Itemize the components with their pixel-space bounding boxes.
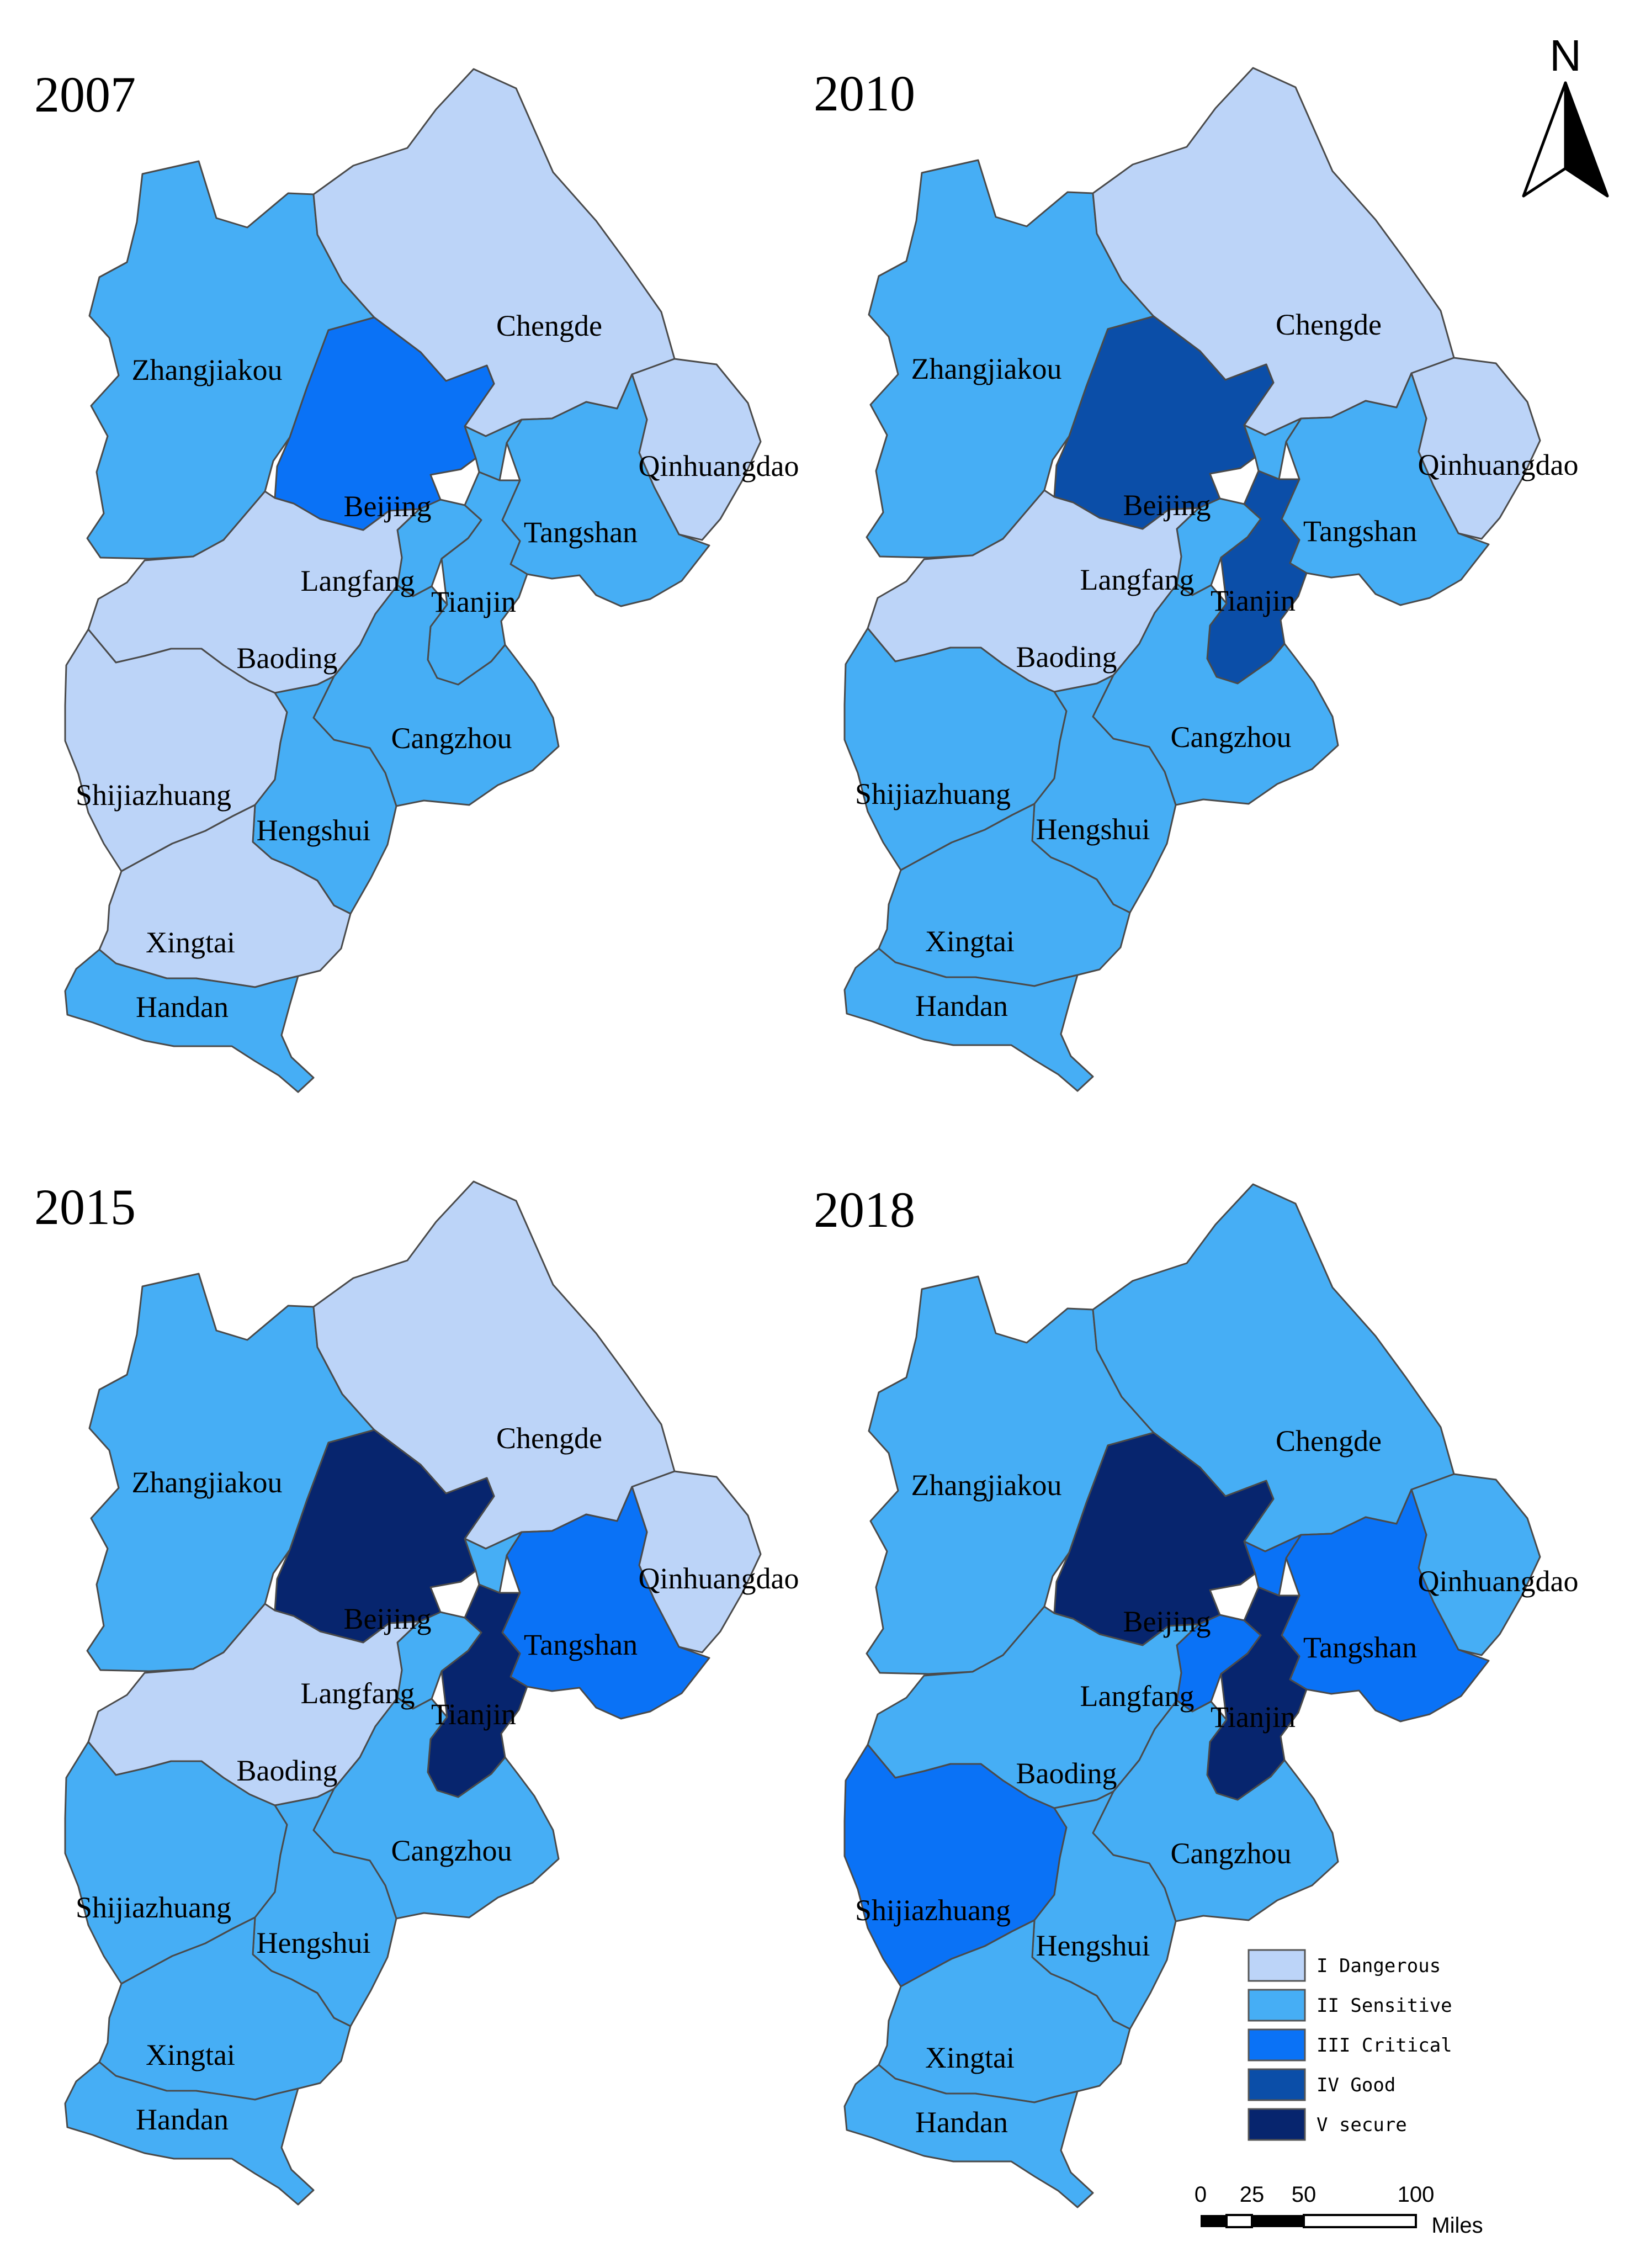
legend-label: IV Good bbox=[1317, 2074, 1395, 2096]
label-beijing: Beijing bbox=[344, 1602, 432, 1635]
label-qinhuangdao: Qinhuangdao bbox=[639, 449, 799, 483]
map-panel-2010: Zhangjiakou Chengde Beijing Qinhuangdao Tang… bbox=[814, 65, 1579, 1092]
label-chengde: Chengde bbox=[1276, 1424, 1382, 1458]
label-xingtai: Xingtai bbox=[146, 926, 235, 959]
label-chengde: Chengde bbox=[496, 309, 602, 342]
legend: I Dangerous II Sensitive III Critical IV Go… bbox=[1248, 1949, 1452, 2141]
label-shijiazhuang: Shijiazhuang bbox=[76, 778, 231, 812]
label-zhangjiakou: Zhangjiakou bbox=[132, 353, 283, 386]
panel-year-label: 2007 bbox=[34, 66, 136, 123]
label-handan: Handan bbox=[136, 990, 229, 1024]
label-hengshui: Hengshui bbox=[257, 814, 371, 847]
legend-label: II Sensitive bbox=[1317, 1995, 1452, 2017]
label-chengde: Chengde bbox=[1276, 308, 1382, 341]
panel-year-label: 2010 bbox=[814, 65, 915, 121]
label-handan: Handan bbox=[136, 2103, 229, 2136]
label-hengshui: Hengshui bbox=[257, 1926, 371, 1959]
north-arrow-left-half-icon bbox=[1522, 81, 1567, 198]
label-tianjin: Tianjin bbox=[1211, 1700, 1296, 1734]
label-baoding: Baoding bbox=[1016, 1757, 1117, 1790]
label-handan: Handan bbox=[915, 2106, 1008, 2139]
label-zhangjiakou: Zhangjiakou bbox=[911, 352, 1062, 385]
label-cangzhou: Cangzhou bbox=[1171, 720, 1292, 754]
map-panel-2007: Zhangjiakou Chengde Beijing QinhuangdaoTang… bbox=[34, 66, 799, 1093]
scale-segment-2 bbox=[1225, 2214, 1253, 2228]
north-arrow-label: N bbox=[1549, 31, 1581, 80]
label-xingtai: Xingtai bbox=[146, 2038, 235, 2071]
label-langfang: Langfang bbox=[1080, 563, 1195, 596]
label-tianjin: Tianjin bbox=[431, 1698, 516, 1731]
label-shijiazhuang: Shijiazhuang bbox=[76, 1891, 231, 1924]
label-hengshui: Hengshui bbox=[1036, 1929, 1150, 1962]
region-handan bbox=[843, 2064, 1094, 2208]
legend-swatch bbox=[1248, 2028, 1306, 2062]
label-beijing: Beijing bbox=[1123, 489, 1211, 522]
north-arrow: N bbox=[1522, 31, 1609, 198]
label-hengshui: Hengshui bbox=[1036, 813, 1150, 846]
legend-swatch bbox=[1248, 1949, 1306, 1982]
label-qinhuangdao: Qinhuangdao bbox=[1418, 448, 1579, 481]
label-zhangjiakou: Zhangjiakou bbox=[911, 1469, 1062, 1502]
region-handan bbox=[64, 948, 315, 1093]
label-qinhuangdao: Qinhuangdao bbox=[1418, 1565, 1579, 1598]
region-handan bbox=[64, 2061, 315, 2206]
legend-label: III Critical bbox=[1317, 2034, 1452, 2057]
label-chengde: Chengde bbox=[496, 1422, 602, 1455]
scale-segment-4 bbox=[1303, 2214, 1417, 2228]
scale-unit: Miles bbox=[1431, 2213, 1483, 2238]
legend-swatch bbox=[1248, 1989, 1306, 2022]
label-qinhuangdao: Qinhuangdao bbox=[639, 1562, 799, 1595]
label-tianjin: Tianjin bbox=[431, 585, 516, 618]
legend-swatch bbox=[1248, 2108, 1306, 2141]
label-cangzhou: Cangzhou bbox=[391, 1834, 512, 1867]
label-langfang: Langfang bbox=[301, 564, 415, 597]
scale-tick-100: 100 bbox=[1398, 2182, 1435, 2207]
scale-tick-50: 50 bbox=[1292, 2182, 1317, 2207]
scale-tick-25: 25 bbox=[1240, 2182, 1265, 2207]
label-shijiazhuang: Shijiazhuang bbox=[855, 777, 1011, 810]
map-panel-2015: Zhangjiakou Chengde Beijing QinhuangdaoTang… bbox=[34, 1179, 799, 2206]
label-xingtai: Xingtai bbox=[925, 925, 1015, 958]
label-tangshan: Tangshan bbox=[1303, 1631, 1417, 1664]
label-beijing: Beijing bbox=[1123, 1605, 1211, 1638]
legend-label: V secure bbox=[1317, 2114, 1407, 2136]
panel-year-label: 2018 bbox=[814, 1181, 915, 1238]
scale-segment-3 bbox=[1252, 2215, 1304, 2227]
label-zhangjiakou: Zhangjiakou bbox=[132, 1466, 283, 1499]
label-langfang: Langfang bbox=[301, 1677, 415, 1710]
label-cangzhou: Cangzhou bbox=[391, 722, 512, 755]
scale-segment-1 bbox=[1201, 2215, 1227, 2227]
label-baoding: Baoding bbox=[237, 642, 338, 675]
label-baoding: Baoding bbox=[237, 1754, 338, 1787]
label-tangshan: Tangshan bbox=[524, 1628, 638, 1661]
label-tangshan: Tangshan bbox=[1303, 515, 1417, 548]
label-shijiazhuang: Shijiazhuang bbox=[855, 1894, 1011, 1927]
label-baoding: Baoding bbox=[1016, 640, 1117, 674]
label-handan: Handan bbox=[915, 989, 1008, 1022]
label-xingtai: Xingtai bbox=[925, 2041, 1015, 2074]
map-panels: ZhangjiakouChengdeBeijingQinhuangdaoTang… bbox=[34, 65, 1579, 2208]
panel-year-label: 2015 bbox=[34, 1179, 136, 1235]
label-tangshan: Tangshan bbox=[524, 516, 638, 549]
scale-bar: 0 25 50 100 Miles bbox=[1195, 2182, 1483, 2238]
north-arrow-right-half-icon bbox=[1564, 81, 1609, 198]
scale-tick-0: 0 bbox=[1195, 2182, 1207, 2207]
label-tianjin: Tianjin bbox=[1211, 584, 1296, 617]
label-cangzhou: Cangzhou bbox=[1171, 1837, 1292, 1870]
region-handan bbox=[843, 947, 1094, 1092]
label-beijing: Beijing bbox=[344, 490, 432, 523]
legend-label: I Dangerous bbox=[1317, 1955, 1441, 1977]
map-panel-2018: Zhangjiakou Chengde Beijing QinhuangdaoTang… bbox=[814, 1181, 1579, 2208]
label-langfang: Langfang bbox=[1080, 1679, 1195, 1713]
legend-swatch bbox=[1248, 2068, 1306, 2101]
